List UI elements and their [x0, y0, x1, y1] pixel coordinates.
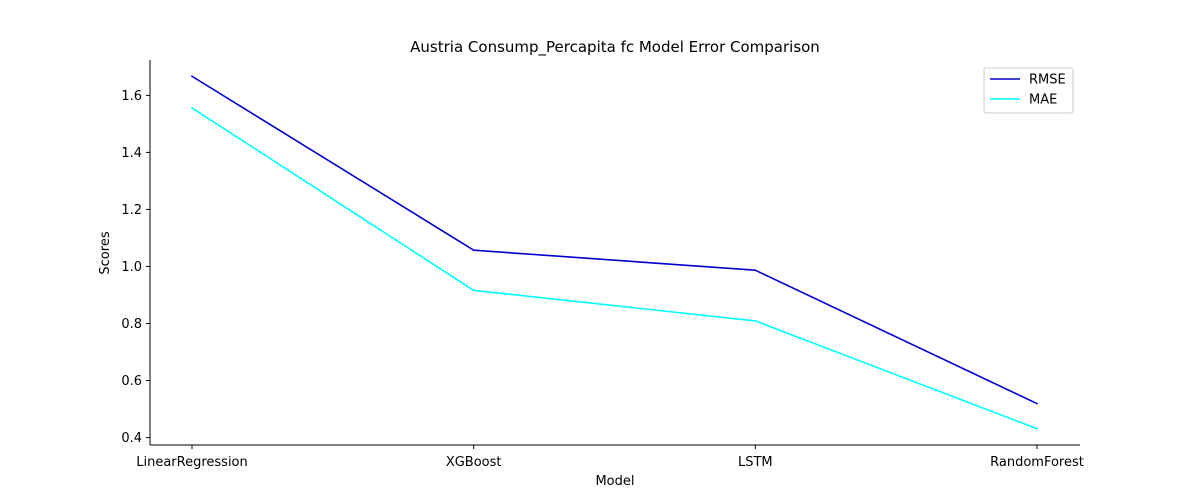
- y-tick-label: 1.2: [121, 203, 142, 218]
- series-line-mae: [190, 106, 1039, 430]
- legend: RMSE MAE: [983, 67, 1074, 114]
- legend-label-mae: MAE: [1029, 93, 1057, 108]
- y-tick-label: 1.4: [121, 146, 142, 161]
- y-tick-label: 1.0: [121, 260, 142, 275]
- x-tick-label: LinearRegression: [136, 455, 248, 470]
- y-tick-label: 0.8: [121, 317, 142, 332]
- chart-title: Austria Consump_Percapita fc Model Error…: [410, 38, 820, 57]
- x-axis-label: Model: [595, 474, 634, 489]
- legend-label-rmse: RMSE: [1029, 73, 1066, 88]
- x-tick-label: RandomForest: [990, 455, 1084, 470]
- x-axis-ticks: LinearRegression XGBoost LSTM RandomForest: [136, 445, 1084, 470]
- y-tick-label: 1.6: [121, 89, 142, 104]
- y-tick-label: 0.4: [121, 431, 142, 446]
- y-tick-label: 0.6: [121, 374, 142, 389]
- series-lines: [190, 75, 1039, 430]
- x-tick-label: XGBoost: [446, 455, 502, 470]
- series-line-rmse: [190, 75, 1039, 405]
- x-tick-label: LSTM: [738, 455, 773, 470]
- y-axis-ticks: 0.4 0.6 0.8 1.0 1.2 1.4 1.6: [121, 89, 150, 446]
- y-axis-label: Scores: [98, 231, 113, 274]
